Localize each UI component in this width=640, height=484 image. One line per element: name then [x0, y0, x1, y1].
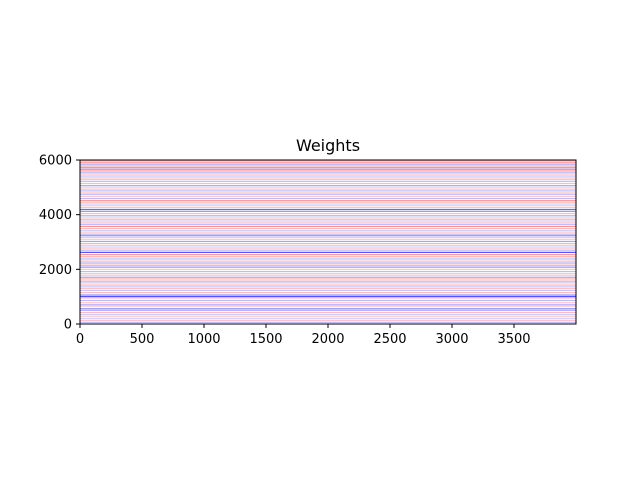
heatmap-row-band	[80, 249, 576, 251]
heatmap-row-band	[80, 162, 576, 164]
heatmap-row-band	[80, 230, 576, 232]
heatmap-row-band	[80, 195, 576, 197]
heatmap-row-band	[80, 238, 576, 240]
heatmap-row-band	[80, 299, 576, 302]
heatmap-row-band	[80, 314, 576, 316]
heatmap-row-band	[80, 268, 576, 270]
heatmap-row-band	[80, 311, 576, 314]
heatmap-row-band	[80, 264, 576, 266]
heatmap-row-band	[80, 165, 576, 167]
heatmap-row-band	[80, 260, 576, 262]
heatmap-row-band	[80, 236, 576, 238]
chart-title: Weights	[296, 136, 360, 155]
heatmap-row-band	[80, 262, 576, 264]
heatmap-row-band	[80, 217, 576, 219]
heatmap-row-band	[80, 296, 576, 298]
heatmap-row-band	[80, 219, 576, 221]
heatmap-row-band	[80, 228, 576, 230]
heatmap-row-band	[80, 168, 576, 170]
heatmap-row-band	[80, 275, 576, 277]
heatmap-row-band	[80, 294, 576, 296]
heatmap-row-band	[80, 245, 576, 247]
heatmap-row-band	[80, 191, 576, 193]
heatmap-row-band	[80, 285, 576, 287]
heatmap-row-band	[80, 291, 576, 294]
x-tick-label: 3000	[435, 332, 468, 347]
x-tick-label: 2000	[311, 332, 344, 347]
heatmap-row-band	[80, 287, 576, 289]
heatmap-row-band	[80, 266, 576, 268]
heatmap-row-band	[80, 289, 576, 291]
heatmap-row-band	[80, 279, 576, 281]
heatmap-row-band	[80, 283, 576, 285]
y-tick-label: 2000	[39, 263, 72, 278]
y-tick-label: 4000	[39, 208, 72, 223]
heatmap-row-band	[80, 225, 576, 228]
x-tick-label: 1000	[187, 332, 220, 347]
heatmap-row-band	[80, 302, 576, 304]
heatmap-row-band	[80, 202, 576, 204]
heatmap-row-band	[80, 204, 576, 206]
heatmap-row-band	[80, 309, 576, 311]
heatmap-row-band	[80, 189, 576, 191]
heatmap-row-band	[80, 163, 576, 165]
heatmap-row-band	[80, 321, 576, 323]
heatmap-row-band	[80, 319, 576, 322]
heatmap-row-band	[80, 297, 576, 299]
heatmap-row-band	[80, 304, 576, 306]
heatmap-row-band	[80, 208, 576, 211]
heatmap-row-band	[80, 223, 576, 225]
heatmap-row-band	[80, 180, 576, 182]
heatmap-row-band	[80, 176, 576, 178]
heatmap-row-band	[80, 221, 576, 223]
heatmap-row-band	[80, 305, 576, 308]
x-tick-label: 500	[130, 332, 155, 347]
x-tick-label: 3500	[497, 332, 530, 347]
heatmap-row-band	[80, 174, 576, 176]
heatmap-image	[80, 160, 576, 323]
heatmap-row-band	[80, 160, 576, 162]
heatmap-row-band	[80, 243, 576, 245]
y-tick-label: 0	[64, 318, 72, 333]
heatmap-row-band	[80, 277, 576, 279]
heatmap-row-band	[80, 281, 576, 283]
heatmap-row-band	[80, 251, 576, 253]
heatmap-row-band	[80, 258, 576, 260]
heatmap-row-band	[80, 182, 576, 185]
heatmap-row-band	[80, 210, 576, 212]
heatmap-row-band	[80, 187, 576, 189]
heatmap-row-band	[80, 240, 576, 243]
heatmap-row-band	[80, 167, 576, 169]
x-tick-label: 1500	[249, 332, 282, 347]
heatmap-row-band	[80, 200, 576, 202]
heatmap-row-band	[80, 172, 576, 174]
x-axis: 0 500 1000 1500 2000 2500 3000 3500	[76, 324, 531, 347]
heatmap-row-band	[80, 253, 576, 256]
x-tick-label: 0	[76, 332, 84, 347]
heatmap-row-band	[80, 178, 576, 180]
heatmap-row-band	[80, 212, 576, 215]
heatmap-row-band	[80, 170, 576, 172]
heatmap-row-band	[80, 197, 576, 200]
heatmap-row-band	[80, 215, 576, 217]
heatmap-row-band	[80, 206, 576, 208]
heatmap-row-band	[80, 308, 576, 310]
heatmap-row-band	[80, 185, 576, 187]
heatmap-row-band	[80, 317, 576, 320]
x-tick-label: 2500	[373, 332, 406, 347]
heatmap-row-band	[80, 232, 576, 234]
heatmap-row-band	[80, 270, 576, 273]
heatmap-row-band	[80, 234, 576, 236]
y-tick-label: 6000	[39, 154, 72, 169]
heatmap-row-band	[80, 273, 576, 275]
heatmap-row-band	[80, 256, 576, 258]
y-axis: 0 2000 4000 6000	[39, 154, 80, 333]
heatmap-row-band	[80, 193, 576, 195]
heatmap-row-band	[80, 247, 576, 249]
heatmap-row-band	[80, 316, 576, 318]
